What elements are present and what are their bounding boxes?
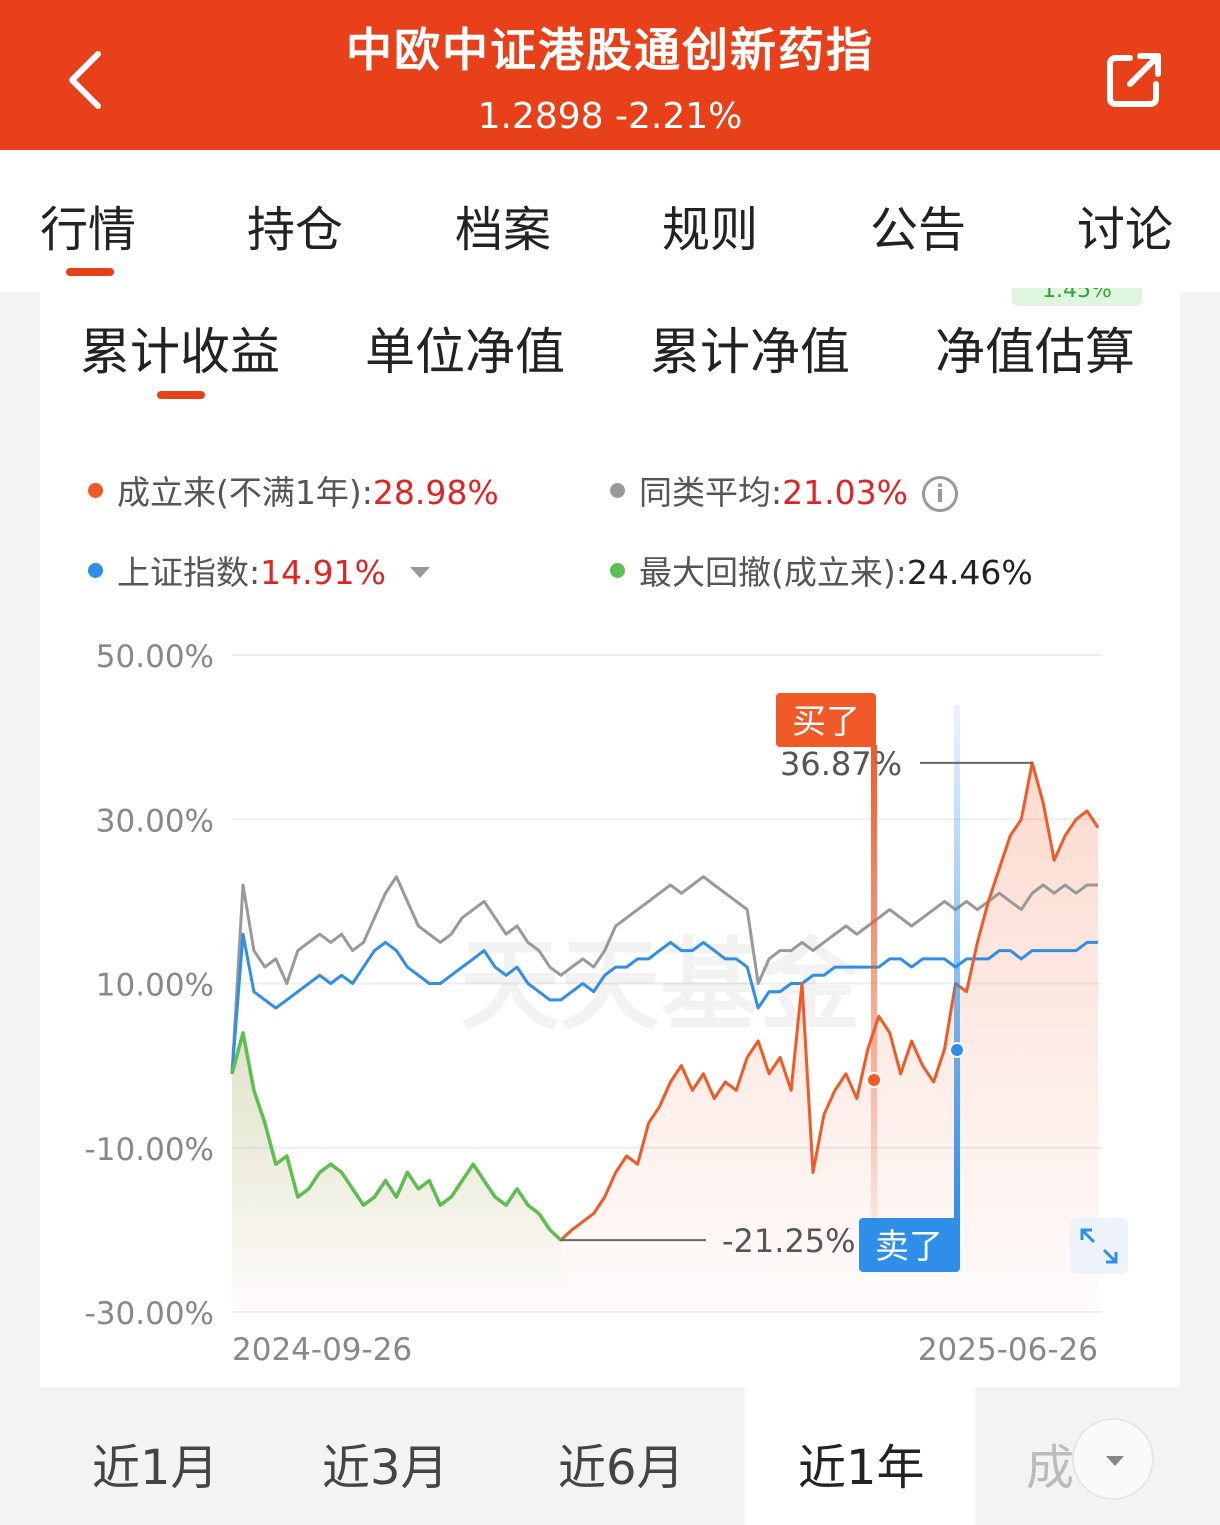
period-1y[interactable]: 近1年	[798, 1440, 925, 1496]
legend-value: 14.91%	[260, 553, 386, 592]
legend-dot-orange	[88, 483, 103, 498]
period-3m[interactable]: 近3月	[322, 1440, 449, 1496]
info-icon[interactable]: i	[921, 476, 958, 512]
x-axis-start-label: 2024-09-26	[232, 1332, 412, 1368]
drawdown-area	[232, 1032, 561, 1292]
tab-announcements[interactable]: 公告	[870, 202, 967, 258]
y-tick-label: 30.00%	[96, 803, 214, 839]
active-subtab-indicator	[157, 391, 205, 399]
legend-dot-blue	[88, 563, 103, 578]
tab-discussion[interactable]: 讨论	[1077, 202, 1174, 258]
shanghai-index-line	[230, 932, 1098, 1074]
buy-marker-line	[871, 745, 877, 1225]
max-drawdown-line	[230, 1031, 563, 1242]
legend-label: 成立来(不满1年):	[117, 473, 373, 512]
cumulative-return-chart[interactable]: 50.00%30.00%10.00%-10.00%-30.00% 天天基金 36…	[0, 0, 1220, 1390]
period-selector	[40, 1387, 1180, 1525]
y-axis-ticks: 50.00% 30.00% 10.00% -10.00% -30.00%	[85, 639, 214, 1332]
legend-peer-average: 同类平均:21.03% i	[610, 466, 958, 514]
buy-tag-label: 买了	[792, 702, 860, 742]
estimate-badge: 1.45%	[1012, 288, 1142, 306]
legend-since-inception: 成立来(不满1年):28.98%	[88, 466, 499, 514]
back-button[interactable]	[58, 48, 118, 112]
expand-chart-button[interactable]	[1070, 1218, 1128, 1274]
legend-shanghai-index[interactable]: 上证指数:14.91%	[88, 546, 430, 594]
subtab-unit-nav[interactable]: 单位净值	[365, 323, 565, 381]
y-tick-label: 10.00%	[96, 968, 214, 1004]
period-since-inception[interactable]: 成	[1026, 1440, 1075, 1496]
active-period-highlight	[745, 1387, 975, 1525]
legend-value: 21.03%	[782, 473, 908, 512]
expand-icon	[1080, 1228, 1118, 1264]
x-axis-end-label: 2025-06-26	[918, 1332, 1098, 1368]
period-1m[interactable]: 近1月	[92, 1440, 219, 1496]
caret-down-icon[interactable]	[409, 567, 430, 578]
legend-dot-green	[610, 563, 625, 578]
legend-label: 最大回撤(成立来):	[639, 553, 907, 592]
app-header: 中欧中证港股通创新药指 1.2898 -2.21%	[0, 0, 1220, 150]
series-lines	[230, 761, 1100, 1242]
tab-profile[interactable]: 档案	[455, 202, 552, 258]
subtab-nav-estimate[interactable]: 净值估算	[935, 323, 1135, 381]
legend-label: 上证指数:	[117, 553, 261, 592]
more-periods-button[interactable]	[1072, 1418, 1154, 1500]
peer-average-line	[230, 875, 1098, 1074]
y-tick-label: 50.00%	[96, 639, 214, 675]
peak-label: 36.87%	[780, 745, 902, 783]
subtab-cumulative-nav[interactable]: 累计净值	[650, 323, 850, 381]
x-axis-labels: 2024-09-26 2025-06-26	[232, 1332, 1098, 1368]
subtab-cumulative-return[interactable]: 累计收益	[80, 323, 280, 381]
legend-value: 24.46%	[906, 553, 1033, 592]
period-6m[interactable]: 近6月	[558, 1440, 685, 1496]
sell-tag	[859, 1218, 960, 1272]
trough-label: -21.25%	[722, 1222, 856, 1260]
legend-max-drawdown: 最大回撤(成立来):24.46%	[610, 546, 1033, 594]
sell-marker-line	[954, 705, 960, 1223]
buy-tag	[776, 693, 876, 747]
caret-down-icon	[1106, 1456, 1124, 1466]
tab-market[interactable]: 行情	[40, 202, 137, 258]
y-tick-label: -30.00%	[85, 1296, 214, 1332]
share-button[interactable]	[1102, 48, 1166, 112]
legend-dot-gray	[610, 483, 625, 498]
page-title: 中欧中证港股通创新药指	[346, 23, 874, 77]
series-fills	[232, 762, 1098, 1312]
tab-holdings[interactable]: 持仓	[247, 202, 344, 258]
legend-label: 同类平均:	[639, 473, 783, 512]
tab-rules[interactable]: 规则	[662, 202, 759, 258]
nav-change-summary: 1.2898 -2.21%	[477, 96, 743, 137]
main-tabs	[0, 150, 1220, 292]
chevron-left-icon	[69, 51, 101, 109]
sell-point	[949, 1042, 965, 1058]
y-tick-label: -10.00%	[85, 1132, 214, 1168]
since-inception-area	[232, 762, 1098, 1312]
active-tab-indicator	[66, 268, 114, 276]
share-icon	[1107, 53, 1161, 107]
sell-tag-label: 卖了	[875, 1227, 943, 1267]
buy-point	[866, 1072, 882, 1088]
legend-value: 28.98%	[372, 473, 499, 512]
